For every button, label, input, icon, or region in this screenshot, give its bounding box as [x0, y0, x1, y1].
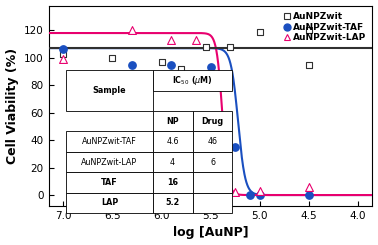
Bar	[153, 132, 192, 152]
Bar	[153, 111, 192, 132]
Point	[247, 193, 253, 197]
Y-axis label: Cell Viability (%): Cell Viability (%)	[6, 48, 19, 164]
Text: LAP: LAP	[101, 198, 118, 208]
Point	[129, 63, 135, 67]
Text: IC$_{50}$ ($\mu$M): IC$_{50}$ ($\mu$M)	[172, 74, 213, 87]
Bar	[66, 152, 153, 172]
Bar	[153, 70, 232, 91]
Text: 16: 16	[167, 178, 178, 187]
Bar	[66, 193, 153, 213]
Bar	[192, 172, 232, 193]
Point	[306, 63, 312, 67]
Text: Drug: Drug	[201, 117, 223, 126]
Text: 4.6: 4.6	[166, 137, 179, 146]
Bar	[192, 152, 232, 172]
Point	[203, 45, 209, 49]
Point	[208, 65, 214, 69]
Point	[60, 52, 67, 56]
Bar	[192, 193, 232, 213]
Point	[232, 190, 238, 194]
Point	[257, 193, 263, 197]
Point	[257, 189, 263, 193]
Point	[306, 193, 312, 197]
Text: 4: 4	[170, 158, 175, 167]
Legend: AuNPZwit, AuNPZwit-TAF, AuNPZwit-LAP: AuNPZwit, AuNPZwit-TAF, AuNPZwit-LAP	[281, 10, 368, 44]
Bar	[66, 70, 153, 111]
Point	[158, 60, 164, 64]
Bar	[153, 152, 192, 172]
Text: NP: NP	[166, 117, 179, 126]
Text: TAF: TAF	[101, 178, 118, 187]
Point	[193, 38, 199, 42]
Point	[227, 45, 233, 49]
Point	[129, 28, 135, 32]
Point	[60, 48, 67, 51]
Point	[168, 38, 174, 42]
Point	[212, 193, 218, 197]
Text: AuNPZwit-TAF: AuNPZwit-TAF	[82, 137, 137, 146]
Text: Sample: Sample	[93, 86, 126, 95]
Text: 5.2: 5.2	[166, 198, 180, 208]
Point	[110, 56, 116, 60]
Bar	[66, 172, 153, 193]
Point	[306, 28, 312, 32]
Bar	[153, 193, 192, 213]
Bar	[192, 111, 232, 132]
Bar	[153, 172, 192, 193]
Point	[232, 145, 238, 149]
Text: AuNPZwit-LAP: AuNPZwit-LAP	[81, 158, 138, 167]
Text: 6: 6	[210, 158, 215, 167]
Bar	[192, 132, 232, 152]
Point	[306, 185, 312, 189]
Text: 46: 46	[208, 137, 217, 146]
Point	[60, 57, 67, 61]
Point	[178, 67, 184, 71]
Point	[257, 30, 263, 34]
Point	[168, 63, 174, 67]
X-axis label: log [AuNP]: log [AuNP]	[173, 226, 248, 239]
Bar	[66, 132, 153, 152]
